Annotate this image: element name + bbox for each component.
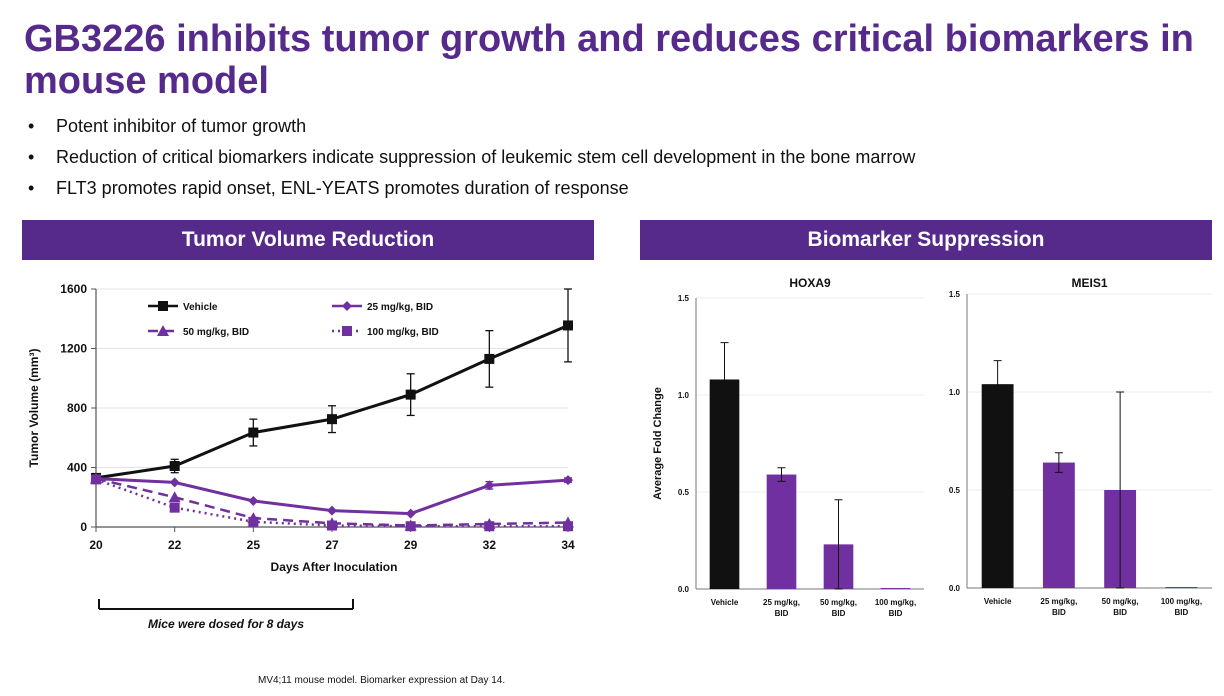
x-tick-label: 25 mg/kg, — [763, 598, 800, 607]
x-tick-label: 25 — [247, 538, 261, 552]
data-point — [484, 521, 495, 532]
data-point — [168, 491, 181, 503]
data-point — [405, 508, 416, 519]
y-tick-label: 800 — [67, 401, 87, 415]
legend-marker — [157, 325, 169, 336]
x-tick-label: 100 mg/kg, — [875, 598, 916, 607]
x-axis-label: Days After Inoculation — [271, 560, 398, 574]
x-tick-label: BID — [1052, 608, 1066, 617]
data-point — [563, 475, 573, 486]
x-tick-label: 100 mg/kg, — [1161, 597, 1202, 606]
data-point — [327, 520, 337, 531]
x-tick-label: Vehicle — [984, 597, 1012, 606]
biomarker-banner: Biomarker Suppression — [640, 220, 1212, 260]
bar-chart-title: MEIS1 — [1071, 276, 1107, 290]
x-tick-label: BID — [1174, 608, 1188, 617]
bullet-text: Potent inhibitor of tumor growth — [56, 116, 307, 136]
x-tick-label: BID — [889, 609, 903, 618]
y-tick-label: 1200 — [60, 342, 87, 356]
data-point — [169, 477, 180, 488]
bar — [981, 384, 1014, 588]
x-tick-label: 32 — [483, 538, 497, 552]
tumor-volume-banner: Tumor Volume Reduction — [22, 220, 594, 260]
y-tick-label: 1.5 — [949, 290, 961, 299]
legend-marker — [158, 301, 168, 311]
x-tick-label: 20 — [89, 538, 103, 552]
y-tick-label: 1.0 — [949, 388, 961, 397]
bar-chart-title: HOXA9 — [789, 276, 831, 290]
bar — [1042, 462, 1075, 588]
x-tick-label: BID — [775, 609, 789, 618]
x-tick-label: 25 mg/kg, — [1040, 597, 1077, 606]
data-point — [327, 505, 337, 516]
bullet-item: • FLT3 promotes rapid onset, ENL-YEATS pr… — [28, 178, 915, 198]
bullet-list: • Potent inhibitor of tumor growth • Reduc… — [28, 116, 915, 209]
y-tick-label: 0.5 — [949, 486, 961, 495]
y-tick-label: 0.0 — [678, 585, 690, 594]
x-tick-label: 34 — [561, 538, 575, 552]
y-axis-label: Tumor Volume (mm³) — [27, 349, 41, 468]
bar — [880, 588, 911, 589]
bullet-text: FLT3 promotes rapid onset, ENL-YEATS pro… — [56, 178, 629, 198]
y-tick-label: 0.5 — [678, 488, 690, 497]
y-tick-label: 400 — [67, 461, 87, 475]
data-point — [248, 495, 259, 506]
x-tick-label: Vehicle — [711, 598, 739, 607]
data-point — [405, 521, 416, 532]
footnote: MV4;11 mouse model. Biomarker expression… — [258, 675, 506, 686]
legend-label: Vehicle — [183, 302, 218, 313]
bullet-item: • Potent inhibitor of tumor growth — [28, 116, 915, 136]
bullet-item: • Reduction of critical biomarkers indica… — [28, 147, 915, 167]
legend-label: 100 mg/kg, BID — [367, 327, 439, 338]
legend-marker — [342, 301, 352, 311]
data-point — [563, 521, 573, 532]
y-tick-label: 0 — [80, 520, 87, 534]
x-tick-label: BID — [1113, 608, 1127, 617]
slide-title: GB3226 inhibits tumor growth and reduces… — [24, 18, 1194, 102]
x-tick-label: 22 — [168, 538, 182, 552]
data-point — [248, 516, 259, 527]
x-tick-label: 29 — [404, 538, 418, 552]
data-point — [484, 480, 495, 491]
dosing-note: Mice were dosed for 8 days — [148, 617, 304, 631]
data-point — [169, 502, 180, 513]
data-point — [563, 320, 573, 331]
y-tick-label: 1.0 — [678, 391, 690, 400]
legend-label: 25 mg/kg, BID — [367, 302, 433, 313]
data-point — [91, 474, 101, 485]
bullet-marker: • — [28, 178, 35, 198]
x-tick-label: 27 — [325, 538, 339, 552]
x-tick-label: BID — [832, 609, 846, 618]
bar — [1165, 587, 1198, 588]
data-point — [169, 461, 180, 472]
legend-marker — [342, 326, 352, 336]
bullet-marker: • — [28, 116, 35, 136]
y-tick-label: 1600 — [60, 282, 87, 296]
bullet-text: Reduction of critical biomarkers indicat… — [56, 147, 916, 167]
legend-label: 50 mg/kg, BID — [183, 327, 249, 338]
bar — [766, 474, 797, 589]
x-tick-label: 50 mg/kg, — [1102, 597, 1139, 606]
data-point — [248, 427, 259, 438]
data-point — [405, 389, 416, 400]
x-tick-label: 50 mg/kg, — [820, 598, 857, 607]
y-tick-label: 0.0 — [949, 584, 961, 593]
y-axis-label: Average Fold Change — [652, 387, 664, 500]
y-tick-label: 1.5 — [678, 294, 690, 303]
data-point — [327, 414, 337, 425]
data-point — [484, 353, 495, 364]
bullet-marker: • — [28, 147, 35, 167]
